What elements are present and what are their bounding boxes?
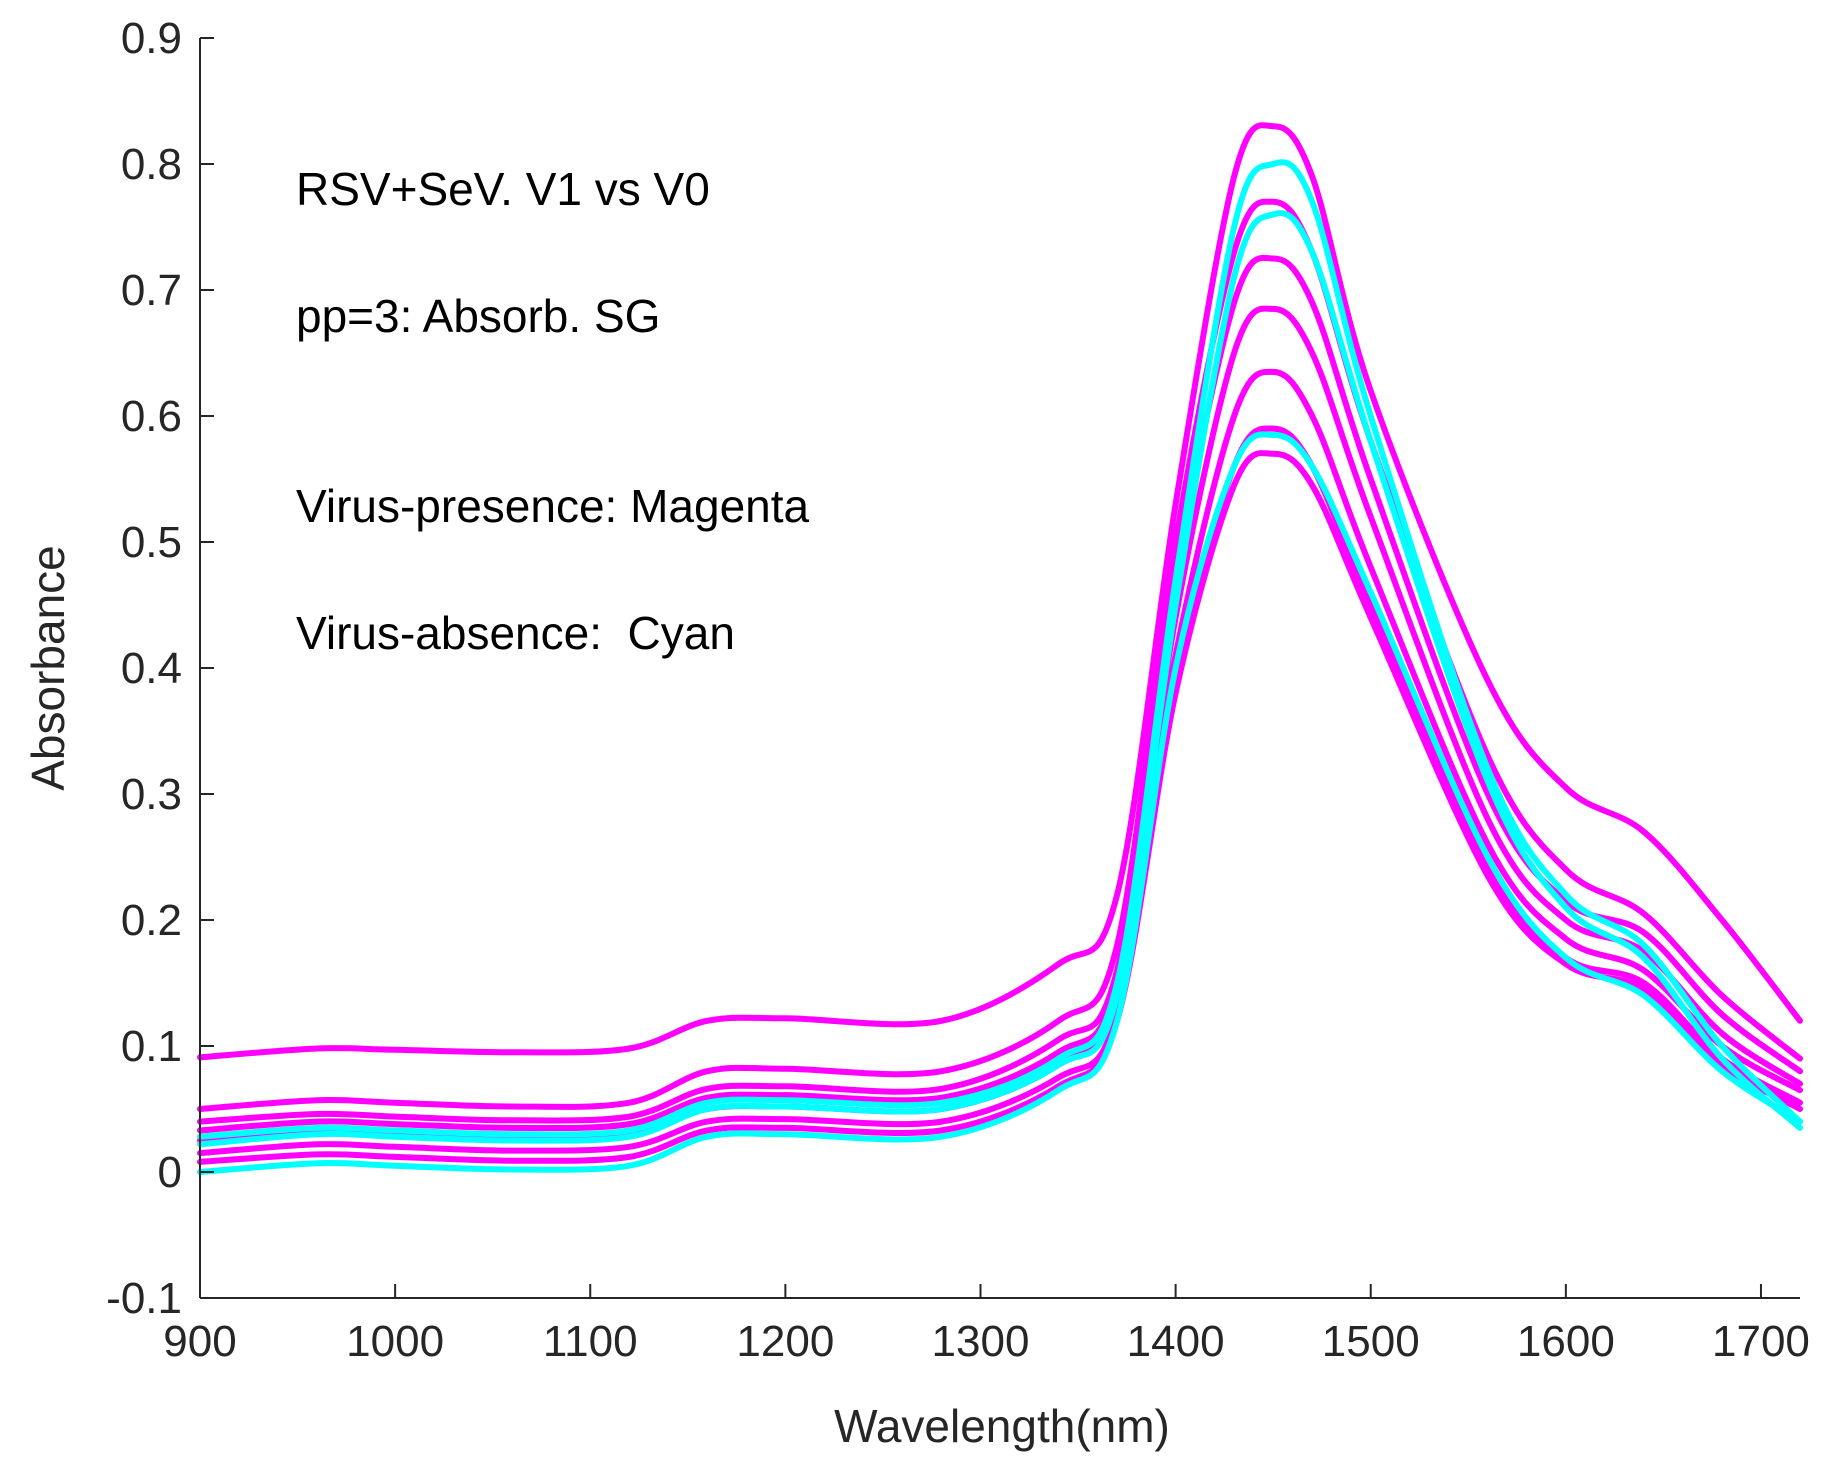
y-tick-label-0.5: 0.5 [121, 518, 182, 567]
y-tick-label-0.4: 0.4 [121, 644, 182, 693]
x-tick-label-1400: 1400 [1127, 1317, 1225, 1366]
y-tick-label-0.9: 0.9 [121, 14, 182, 63]
x-tick-label-900: 900 [163, 1317, 236, 1366]
y-tick-label-0: 0 [158, 1148, 182, 1197]
x-tick-label-1700: 1700 [1712, 1317, 1810, 1366]
x-tick-label-1300: 1300 [932, 1317, 1030, 1366]
y-tick-label-0.3: 0.3 [121, 770, 182, 819]
series-layer [197, 122, 1803, 1175]
series-line-virus-absence-8 [197, 210, 1803, 1148]
y-tick-label-0.2: 0.2 [121, 896, 182, 945]
x-tick-label-1000: 1000 [346, 1317, 444, 1366]
annotation-virus-absence: Virus-absence: Cyan [296, 607, 735, 659]
x-tick-label-1600: 1600 [1517, 1317, 1615, 1366]
annotation-title: RSV+SeV. V1 vs V0 [296, 163, 710, 215]
annotation-virus-presence: Virus-presence: Magenta [296, 480, 810, 532]
y-tick-label-0.7: 0.7 [121, 266, 182, 315]
series-line-virus-absence-7 [197, 159, 1803, 1140]
x-tick-label-1500: 1500 [1322, 1317, 1420, 1366]
annotation-preprocessing: pp=3: Absorb. SG [296, 290, 660, 342]
y-tick-label-0.8: 0.8 [121, 140, 182, 189]
x-axis-label: Wavelength(nm) [834, 1400, 1170, 1452]
ticks-layer: 900 1000 1100 1200 1300 1400 1500 1600 1700 -0.1 0… [106, 14, 1810, 1366]
x-tick-label-1100: 1100 [543, 1317, 638, 1366]
y-tick-label-0.1: 0.1 [121, 1022, 182, 1071]
x-tick-label-1200: 1200 [736, 1317, 834, 1366]
series-line-virus-presence-1 [197, 198, 1803, 1112]
series-line-virus-absence-9 [197, 431, 1803, 1175]
series-line-virus-presence-0 [197, 122, 1803, 1061]
y-tick-label-0.6: 0.6 [121, 392, 182, 441]
y-axis-label: Absorbance [22, 545, 74, 791]
y-tick-label--0.1: -0.1 [106, 1274, 182, 1323]
